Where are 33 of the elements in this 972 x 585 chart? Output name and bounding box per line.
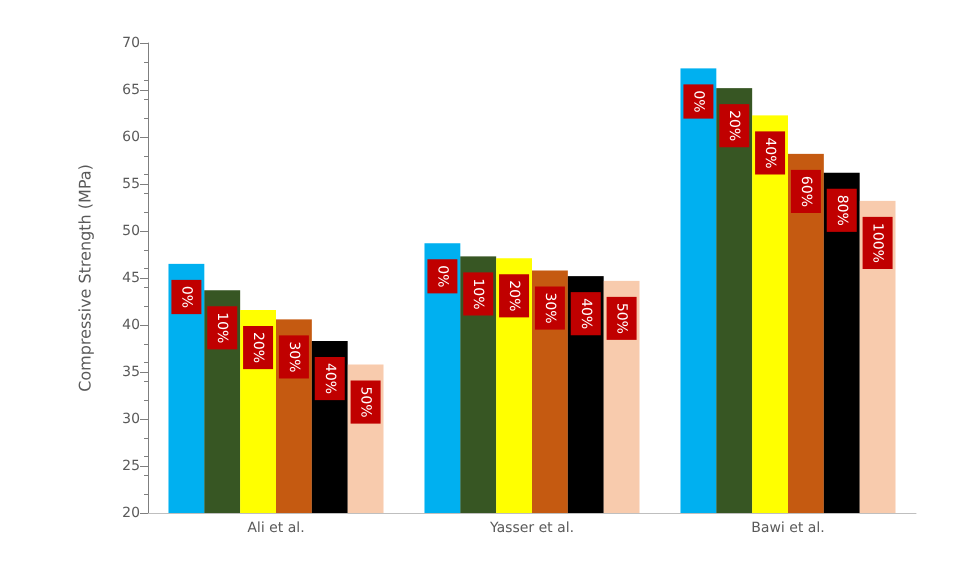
annotation: 60% [798, 176, 814, 208]
annotation: 20% [250, 332, 266, 364]
annotation: 30% [286, 341, 302, 372]
annotation: 10% [214, 312, 230, 344]
annotation: 80% [834, 194, 850, 226]
x-tick-label: Ali et al. [247, 520, 305, 536]
y-tick-label: 50 [122, 223, 140, 239]
annotation: 0% [690, 90, 706, 113]
annotation: 50% [358, 386, 374, 418]
annotation: 50% [614, 302, 630, 334]
y-tick-label: 40 [122, 317, 140, 333]
annotation: 10% [470, 278, 486, 310]
y-tick-label: 25 [122, 458, 140, 474]
y-tick-label: 30 [122, 411, 140, 427]
y-tick-label: 35 [122, 364, 140, 380]
y-axis-title: Compressive Strength (MPa) [76, 164, 94, 392]
annotation: 30% [542, 292, 558, 324]
y-tick-label: 45 [122, 270, 140, 286]
x-tick-label: Yasser et al. [488, 520, 574, 536]
annotation: 40% [762, 137, 778, 169]
y-tick-label: 20 [122, 505, 140, 521]
annotation: 40% [322, 362, 338, 394]
y-tick-label: 55 [122, 176, 140, 192]
y-tick-label: 65 [122, 82, 140, 98]
annotation: 20% [506, 280, 522, 312]
annotation: 0% [178, 286, 194, 308]
annotation: 20% [726, 110, 742, 142]
annotation: 0% [434, 265, 450, 288]
x-tick-label: Bawi et al. [751, 520, 825, 536]
y-tick-label: 70 [122, 35, 140, 51]
annotation: 100% [870, 222, 886, 263]
y-tick-label: 60 [122, 129, 140, 145]
annotation: 40% [578, 298, 594, 330]
